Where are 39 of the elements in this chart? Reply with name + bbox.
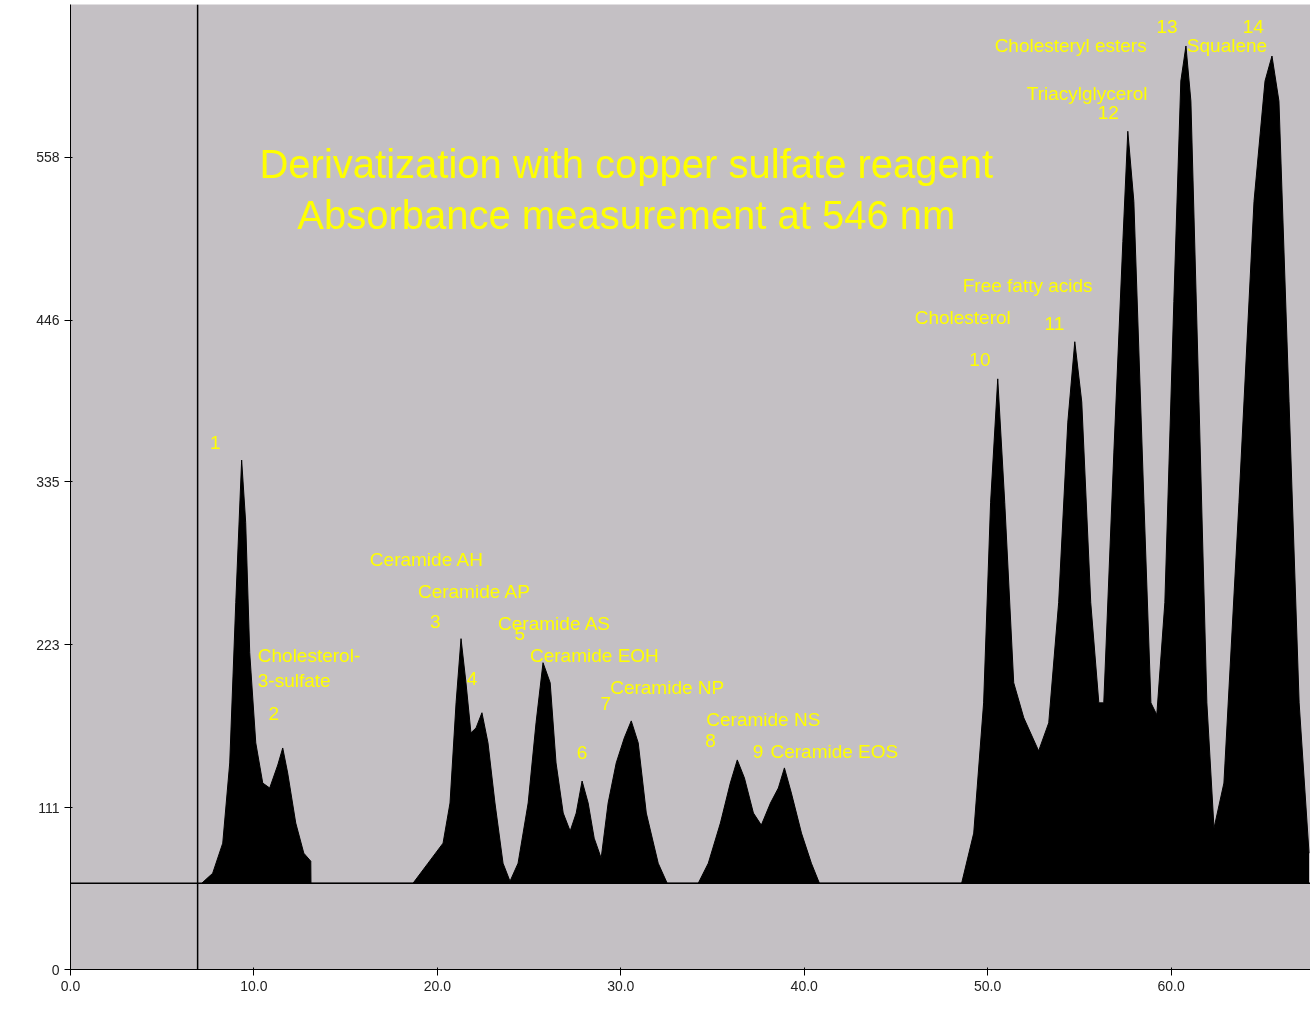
annotation: 11	[1044, 312, 1065, 334]
text: Derivatization with copper sulfate reagent	[259, 141, 994, 186]
annotation: 7	[600, 692, 612, 714]
x-tick-label: 40.0	[790, 977, 819, 994]
y-tick-label: 335	[36, 473, 60, 490]
y-tick-label: 111	[38, 799, 60, 816]
annotation: 13	[1156, 15, 1178, 37]
annotation: Cholesterol- 3-sulfate	[257, 645, 361, 692]
annotation: Cholesteryl esters	[994, 34, 1147, 56]
annotation: Ceramide NS	[706, 708, 821, 730]
x-tick-label: 50.0	[974, 977, 1002, 994]
annotation: Ceramide AH	[369, 548, 483, 570]
annotation: 9	[752, 740, 764, 762]
annotation: Ceramide AP	[417, 580, 530, 602]
annotation: 2	[268, 702, 280, 724]
y-tick-label: 0	[51, 961, 60, 978]
annotation: 4	[466, 667, 478, 689]
y-tick-label: 223	[36, 636, 60, 653]
annotation: 10	[969, 349, 991, 371]
annotation: 14	[1242, 15, 1265, 37]
x-tick-label: 60.0	[1157, 977, 1185, 994]
y-tick-label: 558	[36, 149, 60, 166]
text: Absorbance measurement at 546 nm	[297, 192, 956, 237]
annotation: 1	[209, 432, 221, 454]
annotation: 8	[705, 730, 716, 752]
x-tick-label: 20.0	[423, 977, 452, 994]
annotation: Ceramide NP	[610, 676, 725, 698]
annotation: Ceramide EOH	[530, 644, 659, 666]
y-tick-label: 446	[36, 312, 60, 329]
annotation: Squalene	[1186, 34, 1268, 56]
annotation: Triacylglycerol	[1026, 82, 1148, 104]
annotation: 3	[430, 611, 441, 633]
annotation: 6	[576, 742, 588, 764]
annotation: Free fatty acids	[962, 274, 1093, 296]
x-tick-label: 30.0	[607, 977, 635, 994]
annotation: Cholesterol	[914, 306, 1011, 328]
annotation: Ceramide EOS	[770, 740, 899, 762]
x-tick-label: 10.0	[240, 977, 268, 994]
x-tick-label: 0.0	[60, 977, 81, 994]
